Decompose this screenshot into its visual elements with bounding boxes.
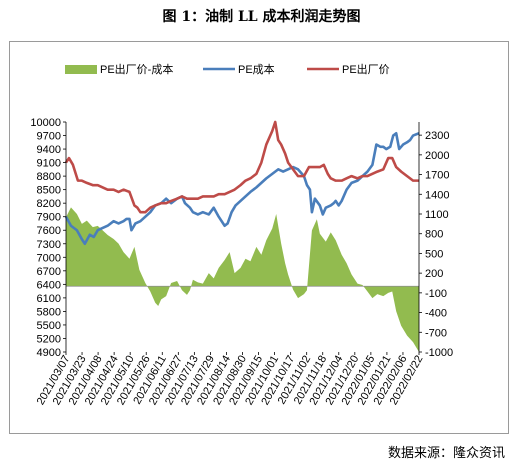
- legend-label-3: PE出厂价: [342, 62, 390, 76]
- left-tick-label: 8500: [37, 185, 61, 197]
- left-tick-label: 8800: [37, 171, 61, 183]
- left-tick-label: 5800: [37, 306, 61, 318]
- series-area-profit: [66, 207, 419, 352]
- right-tick-label: -400: [425, 308, 447, 320]
- legend-label-1: PE出厂价-成本: [100, 62, 173, 76]
- right-tick-label: -1000: [425, 347, 453, 359]
- legend-swatch-profit: [65, 65, 97, 74]
- series-line-pe-price: [64, 120, 419, 214]
- right-tick-label: 1100: [425, 209, 449, 221]
- source-note: 数据来源：隆众资讯: [387, 446, 505, 461]
- right-tick-label: 1400: [425, 189, 449, 201]
- left-tick-label: 10000: [30, 117, 61, 129]
- right-tick-label: -100: [425, 288, 447, 300]
- left-tick-label: 9100: [37, 158, 61, 170]
- left-tick-label: 6100: [37, 293, 61, 305]
- left-tick-label: 5200: [37, 333, 61, 345]
- left-tick-label: 9400: [37, 144, 61, 156]
- figure-title: 图 1：油制 LL 成本利润走势图: [162, 9, 361, 25]
- chart-frame: PE出厂价-成本 PE成本 PE出厂价 4900 5200 5500 5800 6100 64…: [9, 41, 509, 434]
- left-tick-label: 5500: [37, 320, 61, 332]
- left-tick-label: 6700: [37, 266, 61, 278]
- right-tick-label: -700: [425, 327, 447, 339]
- left-tick-label: 7300: [37, 239, 61, 251]
- area-layer: [66, 207, 419, 352]
- series-line-pe-cost: [64, 131, 420, 246]
- left-tick-label: 7000: [37, 252, 61, 264]
- left-tick-label: 4900: [37, 347, 61, 359]
- legend: PE出厂价-成本 PE成本 PE出厂价: [65, 62, 390, 76]
- right-tick-label: 800: [425, 229, 443, 241]
- right-tick-label: 500: [425, 248, 443, 260]
- left-tick-label: 9700: [37, 131, 61, 143]
- right-tick-label: 2300: [425, 130, 449, 142]
- left-tick-label: 8200: [37, 198, 61, 210]
- left-tick-label: 7600: [37, 225, 61, 237]
- right-tick-label: 200: [425, 268, 443, 280]
- right-tick-label: 2000: [425, 150, 449, 162]
- legend-label-2: PE成本: [238, 62, 275, 76]
- right-tick-label: 1700: [425, 170, 449, 182]
- line-layer: [64, 120, 420, 246]
- left-tick-label: 6400: [37, 279, 61, 291]
- left-tick-label: 7900: [37, 212, 61, 224]
